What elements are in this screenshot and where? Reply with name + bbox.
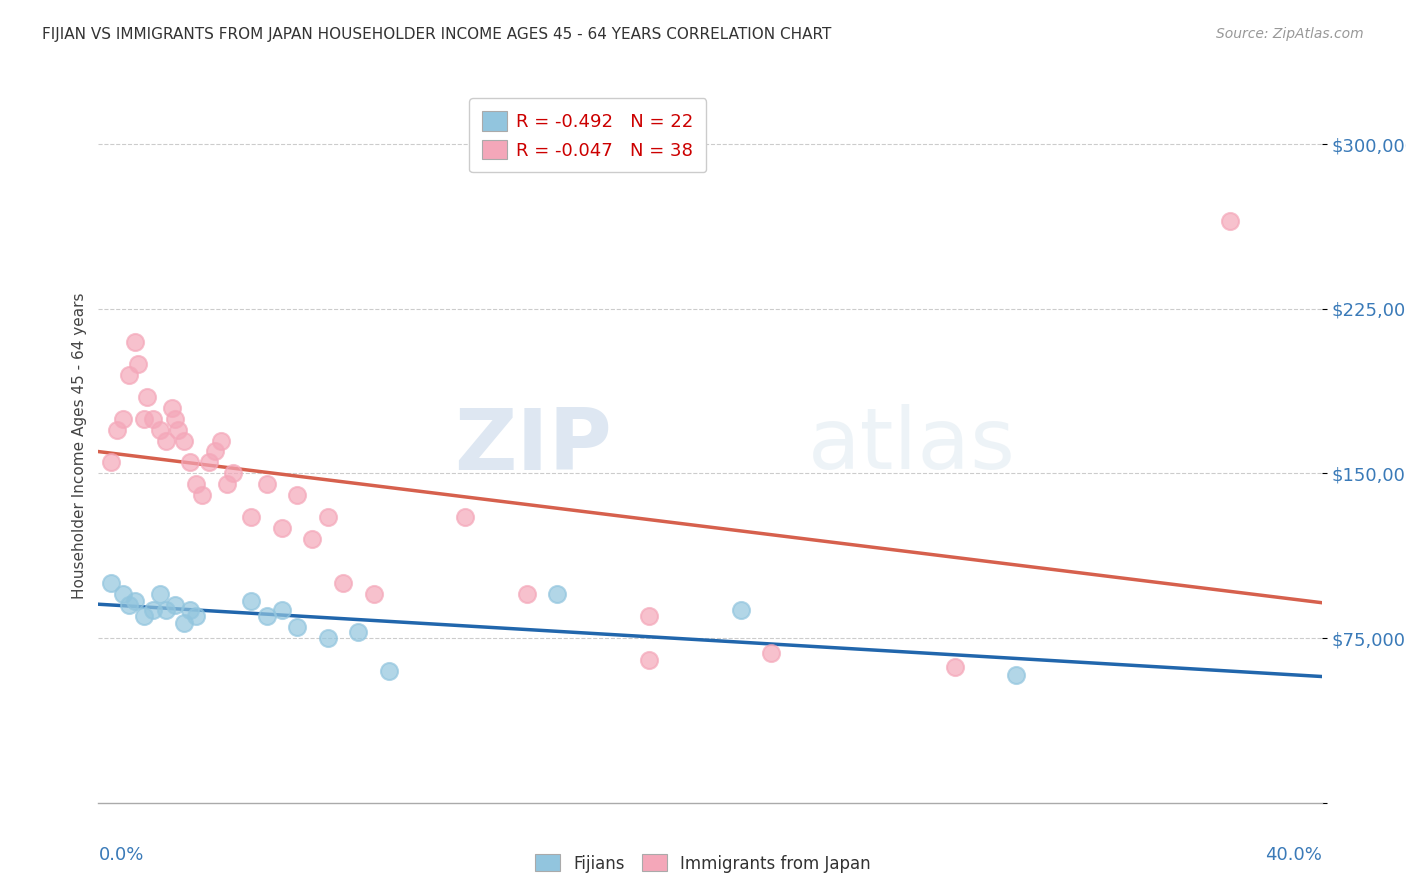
Point bbox=[111, 587, 134, 601]
Text: 0.0%: 0.0% bbox=[98, 846, 143, 863]
Point bbox=[1004, 668, 1026, 682]
Point bbox=[943, 659, 966, 673]
Point bbox=[173, 615, 195, 630]
Point bbox=[118, 368, 141, 382]
Point bbox=[163, 411, 186, 425]
Point bbox=[155, 602, 177, 616]
Point bbox=[240, 510, 263, 524]
Point bbox=[378, 664, 401, 678]
Point bbox=[316, 631, 339, 645]
Point bbox=[134, 411, 156, 425]
Point bbox=[136, 390, 159, 404]
Point bbox=[124, 594, 146, 608]
Point bbox=[256, 477, 278, 491]
Point bbox=[179, 455, 201, 469]
Point bbox=[160, 401, 183, 415]
Point bbox=[100, 576, 122, 591]
Point bbox=[142, 411, 165, 425]
Point bbox=[204, 444, 226, 458]
Point bbox=[105, 423, 128, 437]
Text: FIJIAN VS IMMIGRANTS FROM JAPAN HOUSEHOLDER INCOME AGES 45 - 64 YEARS CORRELATIO: FIJIAN VS IMMIGRANTS FROM JAPAN HOUSEHOL… bbox=[42, 27, 831, 42]
Point bbox=[270, 521, 292, 535]
Point bbox=[215, 477, 238, 491]
Point bbox=[1219, 214, 1241, 228]
Legend: R = -0.492   N = 22, R = -0.047   N = 38: R = -0.492 N = 22, R = -0.047 N = 38 bbox=[470, 98, 706, 172]
Point bbox=[167, 423, 190, 437]
Point bbox=[347, 624, 370, 639]
Point bbox=[173, 434, 195, 448]
Point bbox=[759, 647, 782, 661]
Point bbox=[100, 455, 122, 469]
Point bbox=[149, 587, 172, 601]
Point bbox=[186, 609, 208, 624]
Point bbox=[332, 576, 354, 591]
Point bbox=[191, 488, 214, 502]
Point bbox=[124, 334, 146, 349]
Point bbox=[142, 602, 165, 616]
Point bbox=[240, 594, 263, 608]
Point bbox=[209, 434, 232, 448]
Point bbox=[285, 620, 308, 634]
Point bbox=[111, 411, 134, 425]
Text: Source: ZipAtlas.com: Source: ZipAtlas.com bbox=[1216, 27, 1364, 41]
Point bbox=[163, 598, 186, 612]
Point bbox=[363, 587, 385, 601]
Point bbox=[149, 423, 172, 437]
Point bbox=[301, 533, 323, 547]
Point bbox=[186, 477, 208, 491]
Point bbox=[637, 609, 661, 624]
Text: atlas: atlas bbox=[808, 404, 1017, 488]
Point bbox=[730, 602, 752, 616]
Point bbox=[118, 598, 141, 612]
Point bbox=[546, 587, 568, 601]
Legend: Fijians, Immigrants from Japan: Fijians, Immigrants from Japan bbox=[529, 847, 877, 880]
Point bbox=[316, 510, 339, 524]
Point bbox=[134, 609, 156, 624]
Text: 40.0%: 40.0% bbox=[1265, 846, 1322, 863]
Text: ZIP: ZIP bbox=[454, 404, 612, 488]
Point bbox=[454, 510, 477, 524]
Y-axis label: Householder Income Ages 45 - 64 years: Householder Income Ages 45 - 64 years bbox=[72, 293, 87, 599]
Point bbox=[197, 455, 219, 469]
Point bbox=[155, 434, 177, 448]
Point bbox=[516, 587, 538, 601]
Point bbox=[222, 467, 245, 481]
Point bbox=[637, 653, 661, 667]
Point bbox=[179, 602, 201, 616]
Point bbox=[127, 357, 149, 371]
Point bbox=[270, 602, 292, 616]
Point bbox=[285, 488, 308, 502]
Point bbox=[256, 609, 278, 624]
